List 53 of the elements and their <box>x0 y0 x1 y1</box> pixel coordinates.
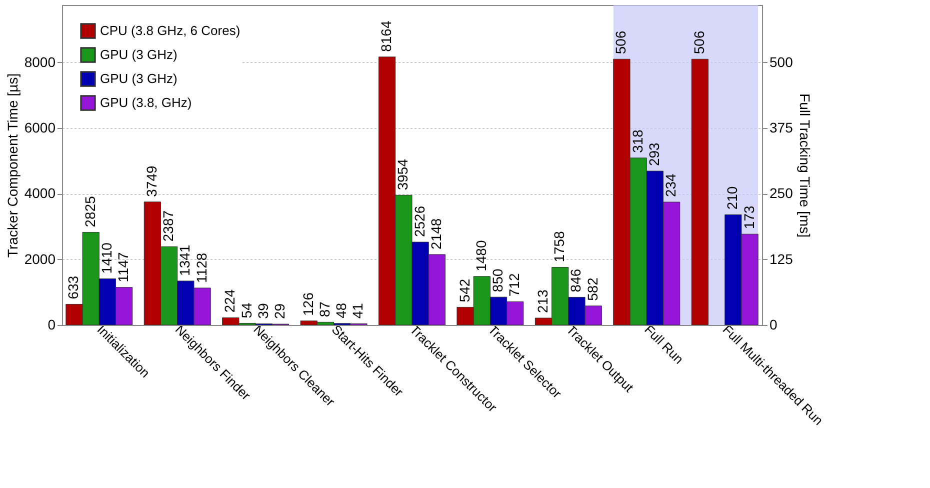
legend-label: CPU (3.8 GHz, 6 Cores) <box>100 23 240 38</box>
y2-tick-label: 375 <box>770 119 794 136</box>
data-label: 41 <box>350 302 366 319</box>
y2-axis-title: Full Tracking Time [ms] <box>796 94 813 238</box>
data-label: 173 <box>740 206 757 230</box>
data-label: 1341 <box>176 244 193 276</box>
data-label: 542 <box>456 278 472 302</box>
data-label: 712 <box>506 273 522 297</box>
legend-label: GPU (3 GHz) <box>100 71 178 86</box>
data-label: 846 <box>568 268 584 292</box>
y-tick-label: 6000 <box>24 119 56 136</box>
data-label: 293 <box>646 142 662 166</box>
data-label: 1480 <box>472 240 489 272</box>
data-label: 210 <box>724 186 740 210</box>
data-label: 3954 <box>394 158 411 190</box>
bar <box>691 58 708 326</box>
legend-label: GPU (3.8, GHz) <box>100 95 192 110</box>
y-tick-label: 4000 <box>24 185 56 202</box>
data-label: 2387 <box>160 210 176 242</box>
data-label: 2526 <box>411 206 428 238</box>
y-tick-label: 0 <box>48 316 56 332</box>
data-label: 506 <box>612 30 629 54</box>
data-label: 1758 <box>551 230 568 262</box>
data-label: 87 <box>316 301 332 318</box>
y2-tick-label: 125 <box>770 250 794 267</box>
data-label: 633 <box>65 276 82 300</box>
data-label: 1410 <box>98 242 114 274</box>
y-axis-title: Tracker Component Time [µs] <box>4 73 20 258</box>
data-label: 8164 <box>378 20 394 52</box>
data-label: 1147 <box>115 252 132 282</box>
data-label: 850 <box>490 268 506 292</box>
data-label: 48 <box>333 302 350 318</box>
data-label: 234 <box>662 173 679 198</box>
data-label: 54 <box>238 302 254 318</box>
data-label: 224 <box>222 289 238 313</box>
x-tick-label: Full Run <box>642 322 687 367</box>
y2-tick-label: 0 <box>770 316 778 332</box>
data-label: 126 <box>300 292 316 316</box>
data-label: 2825 <box>82 196 98 228</box>
data-label: 506 <box>690 30 707 54</box>
data-label: 2148 <box>428 218 444 250</box>
data-label: 39 <box>254 302 271 319</box>
y2-tick-label: 500 <box>770 54 794 70</box>
legend-label: GPU (3 GHz) <box>100 47 178 62</box>
data-label: 29 <box>272 303 288 320</box>
y-tick-label: 8000 <box>24 54 56 70</box>
data-label: 1128 <box>193 252 210 283</box>
y2-tick-label: 250 <box>770 185 794 202</box>
data-label: 213 <box>534 289 550 314</box>
data-label: 318 <box>629 129 646 153</box>
data-label: 3749 <box>143 166 160 197</box>
y-tick-label: 2000 <box>24 250 56 267</box>
data-label: 582 <box>584 277 600 301</box>
